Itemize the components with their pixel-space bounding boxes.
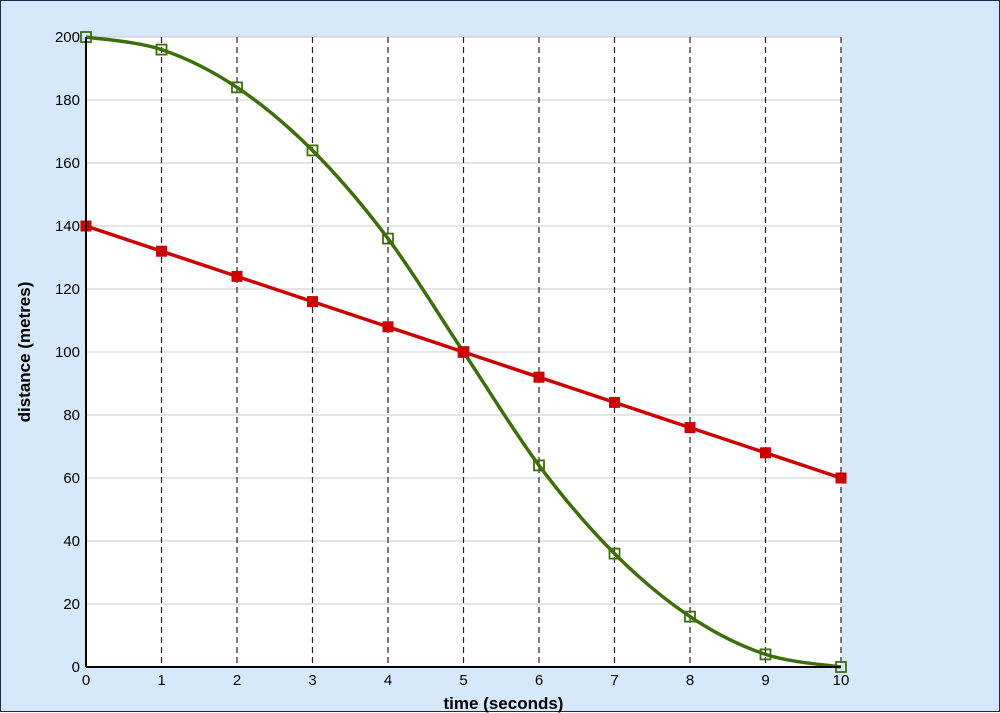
data-point-marker bbox=[760, 447, 771, 459]
x-axis-title: time (seconds) bbox=[444, 694, 564, 713]
y-tick-label: 160 bbox=[55, 155, 80, 172]
x-tick-label: 5 bbox=[459, 672, 467, 689]
y-tick-label: 180 bbox=[55, 92, 80, 109]
data-point-marker bbox=[533, 459, 545, 472]
data-point-marker bbox=[307, 296, 318, 308]
data-point-marker bbox=[231, 270, 243, 282]
x-tick-label: 6 bbox=[535, 672, 543, 689]
x-tick-label: 0 bbox=[82, 672, 90, 689]
series-layer bbox=[80, 31, 847, 673]
data-point-marker bbox=[684, 610, 696, 623]
tick-labels: 0 20 40 60 80 100 120 140 160 180 200 0 1 2 3 4 5 6 7 8 9 10 bbox=[55, 29, 849, 689]
x-tick-label: 1 bbox=[157, 672, 165, 689]
data-point-marker bbox=[684, 422, 696, 434]
data-point-marker bbox=[155, 43, 168, 56]
y-axis-title: distance (metres) bbox=[15, 282, 34, 423]
data-point-marker bbox=[382, 321, 394, 333]
data-point-marker bbox=[608, 547, 621, 560]
x-tick-label: 7 bbox=[610, 672, 618, 689]
y-tick-label: 140 bbox=[55, 218, 80, 235]
data-point-marker bbox=[382, 232, 394, 245]
y-tick-label: 100 bbox=[55, 344, 80, 361]
data-point-marker bbox=[231, 81, 243, 94]
data-point-marker bbox=[533, 371, 545, 383]
x-tick-label: 2 bbox=[233, 672, 241, 689]
y-tick-label: 80 bbox=[63, 407, 80, 424]
x-tick-label: 8 bbox=[686, 672, 694, 689]
x-tick-label: 3 bbox=[308, 672, 316, 689]
axes bbox=[85, 37, 841, 668]
y-tick-label: 0 bbox=[72, 659, 80, 676]
x-tick-label: 9 bbox=[761, 672, 769, 689]
x-tick-label: 4 bbox=[384, 672, 392, 689]
data-point-marker bbox=[156, 245, 167, 257]
x-tick-label: 10 bbox=[833, 672, 850, 689]
y-tick-label: 60 bbox=[63, 470, 80, 487]
data-point-marker bbox=[458, 346, 469, 358]
data-point-marker bbox=[759, 648, 772, 661]
data-point-marker bbox=[609, 396, 620, 408]
y-tick-label: 200 bbox=[55, 29, 80, 46]
y-tick-label: 20 bbox=[63, 596, 80, 613]
data-point-marker bbox=[306, 144, 319, 157]
data-point-marker bbox=[835, 472, 847, 484]
y-tick-label: 120 bbox=[55, 281, 80, 298]
y-tick-label: 40 bbox=[63, 533, 80, 550]
